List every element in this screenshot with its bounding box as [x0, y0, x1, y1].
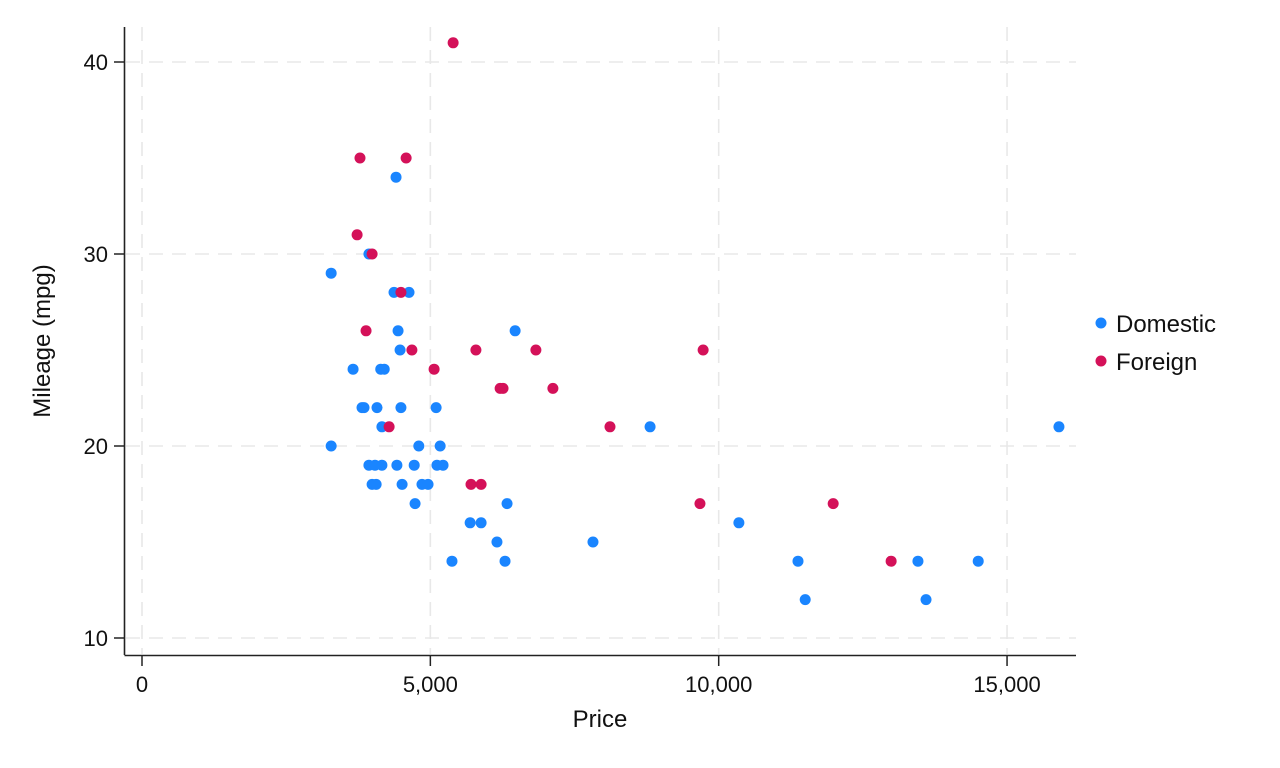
data-point: [383, 421, 395, 433]
data-point: [394, 344, 406, 356]
y-tick-label: 30: [84, 242, 108, 267]
data-point: [501, 498, 513, 510]
domestic-marker-icon: [1095, 317, 1107, 329]
data-point: [464, 517, 476, 529]
data-point: [434, 440, 446, 452]
data-point: [430, 402, 442, 414]
data-point: [376, 459, 388, 471]
data-point: [354, 152, 366, 164]
data-point: [371, 402, 383, 414]
data-point: [378, 363, 390, 375]
data-point: [347, 363, 359, 375]
data-point: [428, 363, 440, 375]
data-point: [694, 498, 706, 510]
data-point: [475, 517, 487, 529]
data-point: [447, 37, 459, 49]
data-point: [400, 152, 412, 164]
grid-lines: [126, 27, 1076, 654]
x-axis-ticks: 0 5,000 10,000 15,000: [136, 656, 1041, 697]
data-point: [509, 325, 521, 337]
data-point: [885, 555, 897, 567]
y-tick-label: 20: [84, 434, 108, 459]
data-point: [644, 421, 656, 433]
data-point: [390, 171, 402, 183]
data-point: [470, 344, 482, 356]
data-point: [587, 536, 599, 548]
data-point: [370, 478, 382, 490]
data-point: [697, 344, 709, 356]
data-point: [395, 402, 407, 414]
legend-item-foreign: Foreign: [1095, 349, 1197, 376]
data-point: [409, 498, 421, 510]
x-tick-label: 15,000: [973, 672, 1040, 697]
data-point: [403, 286, 415, 298]
legend-label-foreign: Foreign: [1116, 349, 1197, 376]
data-point: [1053, 421, 1065, 433]
data-point: [604, 421, 616, 433]
data-point: [499, 555, 511, 567]
legend-item-domestic: Domestic: [1095, 311, 1216, 338]
x-axis-title: Price: [573, 706, 628, 733]
data-point: [547, 382, 559, 394]
x-tick-label: 5,000: [403, 672, 458, 697]
legend-label-domestic: Domestic: [1116, 311, 1216, 338]
data-point: [972, 555, 984, 567]
data-point: [406, 344, 418, 356]
data-point: [325, 267, 337, 279]
data-point: [396, 478, 408, 490]
series-domestic: [325, 171, 1065, 606]
data-point: [530, 344, 542, 356]
data-point: [491, 536, 503, 548]
data-point: [799, 594, 811, 606]
data-point: [475, 478, 487, 490]
y-axis-ticks: 10 20 30 40: [84, 50, 124, 651]
y-axis-title: Mileage (mpg): [29, 264, 56, 417]
data-point: [465, 478, 477, 490]
axes: [123, 27, 1076, 657]
data-points: [325, 37, 1065, 606]
data-point: [392, 325, 404, 337]
foreign-marker-icon: [1095, 355, 1107, 367]
data-point: [827, 498, 839, 510]
x-tick-label: 10,000: [685, 672, 752, 697]
data-point: [792, 555, 804, 567]
data-point: [395, 286, 407, 298]
series-foreign: [351, 37, 897, 567]
data-point: [351, 229, 363, 241]
data-point: [413, 440, 425, 452]
y-tick-label: 10: [84, 626, 108, 651]
x-tick-label: 0: [136, 672, 148, 697]
data-point: [366, 248, 378, 260]
data-point: [391, 459, 403, 471]
legend: Domestic Foreign: [1095, 311, 1216, 376]
data-point: [422, 478, 434, 490]
data-point: [325, 440, 337, 452]
data-point: [446, 555, 458, 567]
data-point: [358, 402, 370, 414]
y-tick-label: 40: [84, 50, 108, 75]
data-point: [733, 517, 745, 529]
data-point: [437, 459, 449, 471]
data-point: [497, 382, 509, 394]
data-point: [920, 594, 932, 606]
data-point: [360, 325, 372, 337]
data-point: [408, 459, 420, 471]
data-point: [912, 555, 924, 567]
